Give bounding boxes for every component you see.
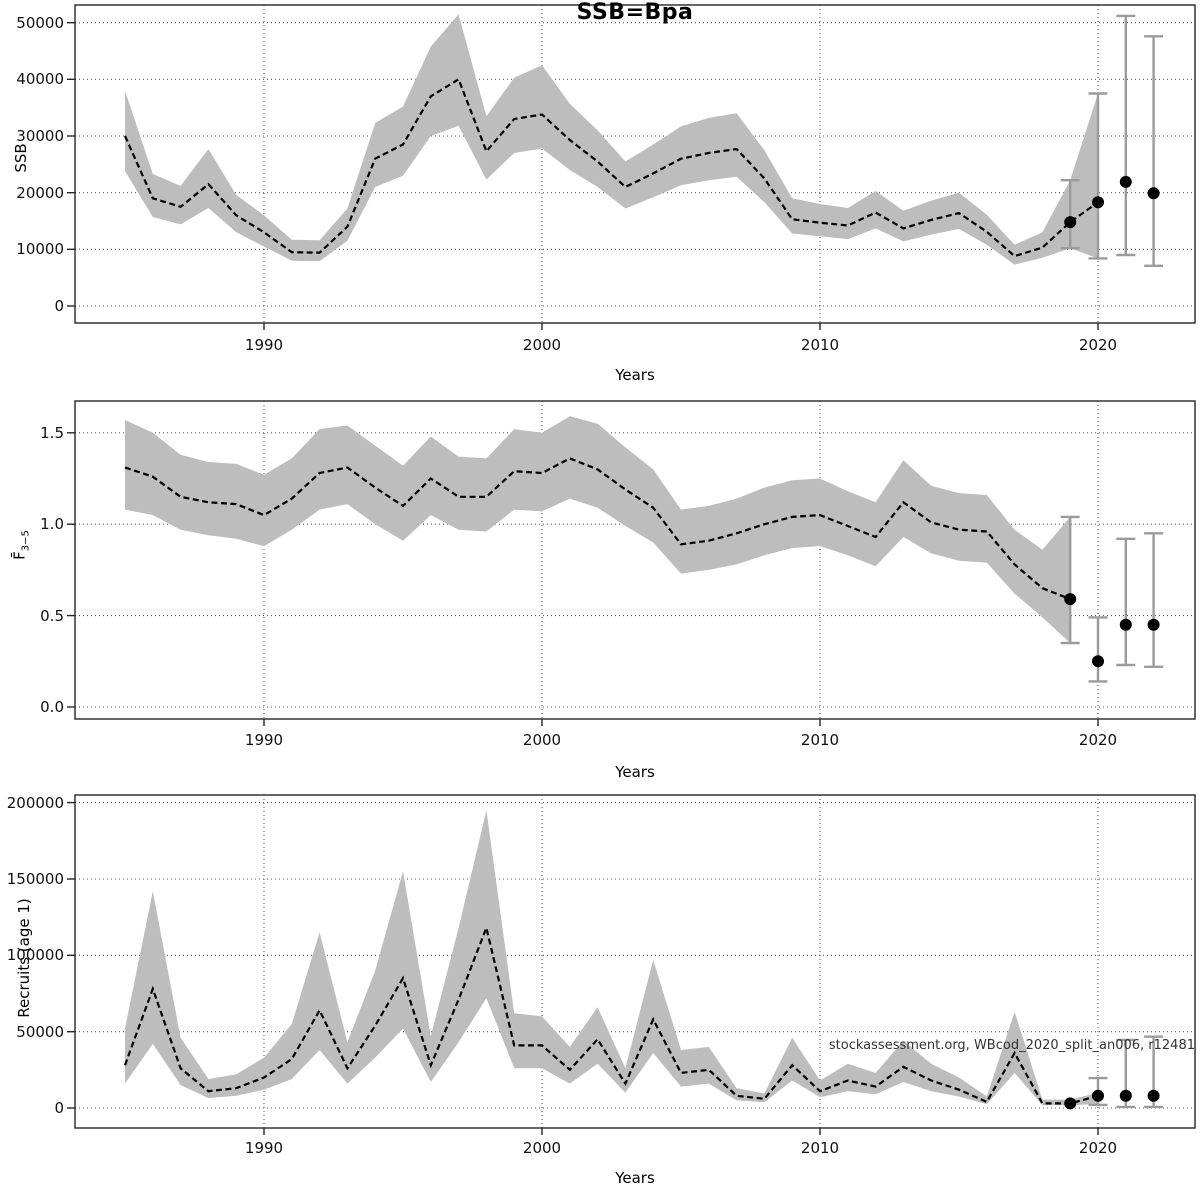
x-tick-label: 2020 xyxy=(1078,336,1118,354)
error-bar xyxy=(1116,537,1136,667)
y-tick-label: 10000 xyxy=(16,240,64,259)
years-axis-label-bottom: Years xyxy=(615,1169,655,1187)
fbar-panel xyxy=(67,400,1196,726)
y-tick-label: 200000 xyxy=(6,793,64,812)
y-tick-label: 0.0 xyxy=(40,698,64,716)
error-bar xyxy=(1060,178,1080,250)
forecast-point xyxy=(1064,593,1077,606)
confidence-band xyxy=(125,810,1098,1106)
x-tick-label: 2010 xyxy=(800,336,840,354)
forecast-point xyxy=(1119,618,1132,631)
years-axis-label-middle: Years xyxy=(615,763,655,781)
error-bar xyxy=(1088,92,1108,260)
error-bar xyxy=(1060,515,1080,645)
x-tick-label: 2020 xyxy=(1078,1139,1118,1157)
x-tick-label: 2000 xyxy=(522,336,562,354)
confidence-band xyxy=(125,14,1098,265)
x-tick-label: 2000 xyxy=(522,731,562,749)
x-tick-label: 2010 xyxy=(800,1139,840,1157)
x-tick-label: 1990 xyxy=(244,1139,284,1157)
y-tick-label: 100000 xyxy=(6,946,64,965)
forecast-point xyxy=(1092,196,1104,209)
watermark: stockassessment.org, WBcod_2020_split_an… xyxy=(828,1038,1195,1053)
x-tick-label: 1990 xyxy=(244,336,284,354)
y-tick-label: 0 xyxy=(54,297,64,315)
forecast-point xyxy=(1147,618,1160,631)
fbar-axis-label-sub: 3−5 xyxy=(20,530,32,552)
forecast-point xyxy=(1064,1097,1077,1110)
x-tick-label: 2020 xyxy=(1078,731,1118,749)
x-tick-label: 2000 xyxy=(522,1139,562,1157)
y-tick-label: 20000 xyxy=(16,183,64,202)
ssb-panel xyxy=(67,4,1196,330)
fbar-axis-label-main: F̄ xyxy=(10,551,29,560)
fbar-axis-label: F̄3−5 xyxy=(11,530,32,560)
estimate-line xyxy=(124,457,1071,601)
ssb-axis-label: SSB xyxy=(12,143,30,173)
forecast-point xyxy=(1092,655,1104,668)
forecast-point xyxy=(1092,1089,1104,1102)
y-tick-label: 0 xyxy=(54,1099,64,1117)
estimate-line xyxy=(123,924,1099,1105)
y-tick-label: 0.5 xyxy=(40,606,64,625)
years-axis-label-top: Years xyxy=(615,366,655,384)
y-tick-label: 50000 xyxy=(16,1022,64,1041)
y-tick-label: 1.0 xyxy=(40,515,64,534)
error-bar xyxy=(1144,35,1164,267)
confidence-band xyxy=(125,416,1071,643)
y-tick-label: 1.5 xyxy=(40,423,64,442)
forecast-point xyxy=(1119,175,1132,188)
panel-frame xyxy=(74,794,1196,1129)
y-tick-label: 40000 xyxy=(16,70,64,89)
x-tick-label: 2010 xyxy=(800,731,840,749)
forecast-point xyxy=(1064,216,1077,229)
y-tick-label: 150000 xyxy=(6,869,64,888)
forecast-point xyxy=(1147,187,1160,200)
error-bar xyxy=(1116,14,1136,257)
error-bar xyxy=(1088,616,1108,683)
panel-frame xyxy=(74,400,1196,720)
recruits-panel xyxy=(67,794,1196,1135)
y-tick-label: 50000 xyxy=(16,13,64,32)
figure-title: SSB=Bpa xyxy=(576,0,694,25)
y-tick-label: 30000 xyxy=(16,126,64,145)
forecast-point xyxy=(1147,1089,1160,1102)
forecast-point xyxy=(1119,1089,1132,1102)
error-bar xyxy=(1144,532,1164,668)
x-tick-label: 1990 xyxy=(244,731,284,749)
panel-frame xyxy=(74,4,1196,324)
